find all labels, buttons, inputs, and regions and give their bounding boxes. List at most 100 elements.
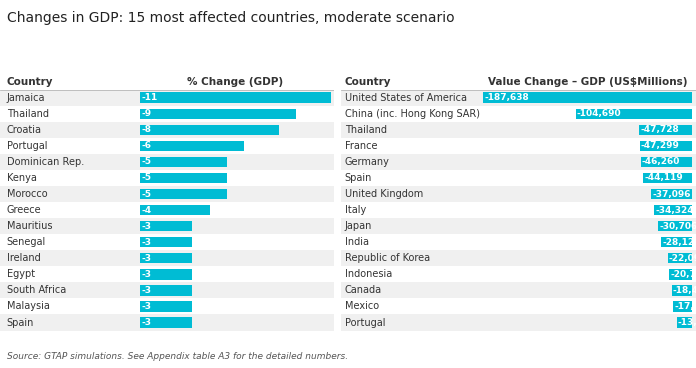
Text: Spain: Spain: [345, 173, 372, 183]
FancyBboxPatch shape: [658, 221, 693, 231]
FancyBboxPatch shape: [483, 92, 693, 103]
FancyBboxPatch shape: [673, 301, 693, 312]
Text: -4: -4: [142, 206, 152, 215]
FancyBboxPatch shape: [0, 282, 334, 298]
Text: -18,480: -18,480: [673, 286, 696, 295]
Text: -3: -3: [142, 222, 152, 231]
FancyBboxPatch shape: [341, 218, 696, 234]
FancyBboxPatch shape: [141, 317, 192, 328]
FancyBboxPatch shape: [141, 109, 296, 119]
Text: -22,092: -22,092: [669, 254, 696, 263]
FancyBboxPatch shape: [341, 138, 696, 154]
FancyBboxPatch shape: [0, 90, 334, 106]
FancyBboxPatch shape: [141, 92, 331, 103]
FancyBboxPatch shape: [341, 282, 696, 298]
Text: -9: -9: [142, 109, 152, 118]
Text: India: India: [345, 237, 369, 247]
FancyBboxPatch shape: [141, 221, 192, 231]
Text: Jamaica: Jamaica: [7, 93, 45, 103]
Text: -3: -3: [142, 318, 152, 327]
FancyBboxPatch shape: [141, 205, 209, 215]
FancyBboxPatch shape: [141, 237, 192, 247]
Text: -3: -3: [142, 270, 152, 279]
FancyBboxPatch shape: [0, 250, 334, 266]
FancyBboxPatch shape: [341, 315, 696, 330]
FancyBboxPatch shape: [0, 234, 334, 250]
Text: Portugal: Portugal: [7, 141, 47, 151]
Text: -34,324: -34,324: [655, 206, 694, 215]
FancyBboxPatch shape: [341, 170, 696, 186]
Text: Thailand: Thailand: [7, 109, 49, 119]
Text: -20,713: -20,713: [670, 270, 696, 279]
FancyBboxPatch shape: [141, 253, 192, 263]
FancyBboxPatch shape: [141, 157, 227, 167]
Text: Republic of Korea: Republic of Korea: [345, 253, 429, 263]
FancyBboxPatch shape: [672, 285, 693, 296]
Text: -5: -5: [142, 173, 152, 183]
Text: United States of America: United States of America: [345, 93, 466, 103]
Text: South Africa: South Africa: [7, 286, 66, 296]
Text: -11: -11: [142, 93, 158, 102]
Text: Value Change – GDP (US$Millions): Value Change – GDP (US$Millions): [488, 77, 688, 86]
FancyBboxPatch shape: [141, 301, 192, 312]
Text: Portugal: Portugal: [345, 318, 385, 328]
FancyBboxPatch shape: [670, 269, 693, 280]
FancyBboxPatch shape: [341, 202, 696, 218]
FancyBboxPatch shape: [576, 109, 693, 119]
Text: France: France: [345, 141, 377, 151]
FancyBboxPatch shape: [0, 186, 334, 202]
Text: United Kingdom: United Kingdom: [345, 189, 423, 199]
FancyBboxPatch shape: [0, 266, 334, 282]
FancyBboxPatch shape: [0, 106, 334, 122]
FancyBboxPatch shape: [341, 298, 696, 315]
FancyBboxPatch shape: [677, 317, 693, 328]
Text: -37,096: -37,096: [652, 190, 690, 199]
FancyBboxPatch shape: [141, 269, 192, 280]
Text: Source: GTAP simulations. See Appendix table A3 for the detailed numbers.: Source: GTAP simulations. See Appendix t…: [7, 352, 348, 361]
FancyBboxPatch shape: [0, 315, 334, 330]
Text: Ireland: Ireland: [7, 253, 40, 263]
Text: Mauritius: Mauritius: [7, 221, 52, 231]
Text: -5: -5: [142, 158, 152, 166]
Text: -17,376: -17,376: [674, 302, 696, 311]
FancyBboxPatch shape: [0, 202, 334, 218]
Text: -44,119: -44,119: [644, 173, 683, 183]
Text: Germany: Germany: [345, 157, 390, 167]
Text: Thailand: Thailand: [345, 125, 386, 135]
FancyBboxPatch shape: [341, 186, 696, 202]
Text: Country: Country: [345, 77, 391, 86]
Text: -47,728: -47,728: [640, 125, 679, 134]
FancyBboxPatch shape: [0, 298, 334, 315]
FancyBboxPatch shape: [651, 189, 693, 199]
FancyBboxPatch shape: [0, 170, 334, 186]
FancyBboxPatch shape: [654, 205, 693, 215]
FancyBboxPatch shape: [141, 141, 244, 151]
Text: -8: -8: [142, 125, 152, 134]
Text: Italy: Italy: [345, 205, 366, 215]
Text: -3: -3: [142, 302, 152, 311]
Text: -3: -3: [142, 254, 152, 263]
Text: % Change (GDP): % Change (GDP): [187, 77, 283, 86]
Text: -46,260: -46,260: [642, 158, 680, 166]
FancyBboxPatch shape: [341, 106, 696, 122]
FancyBboxPatch shape: [661, 237, 693, 247]
FancyBboxPatch shape: [0, 138, 334, 154]
Text: -47,299: -47,299: [641, 141, 679, 151]
FancyBboxPatch shape: [341, 90, 696, 106]
Text: Changes in GDP: 15 most affected countries, moderate scenario: Changes in GDP: 15 most affected countri…: [7, 11, 454, 25]
Text: Morocco: Morocco: [7, 189, 47, 199]
Text: Country: Country: [7, 77, 53, 86]
FancyBboxPatch shape: [341, 122, 696, 138]
FancyBboxPatch shape: [141, 173, 227, 183]
Text: Malaysia: Malaysia: [7, 301, 49, 311]
Text: Senegal: Senegal: [7, 237, 46, 247]
FancyBboxPatch shape: [341, 250, 696, 266]
FancyBboxPatch shape: [341, 234, 696, 250]
FancyBboxPatch shape: [0, 122, 334, 138]
Text: Canada: Canada: [345, 286, 381, 296]
FancyBboxPatch shape: [643, 173, 693, 183]
FancyBboxPatch shape: [141, 125, 279, 135]
FancyBboxPatch shape: [667, 253, 693, 263]
Text: -13,922: -13,922: [678, 318, 696, 327]
Text: Croatia: Croatia: [7, 125, 42, 135]
